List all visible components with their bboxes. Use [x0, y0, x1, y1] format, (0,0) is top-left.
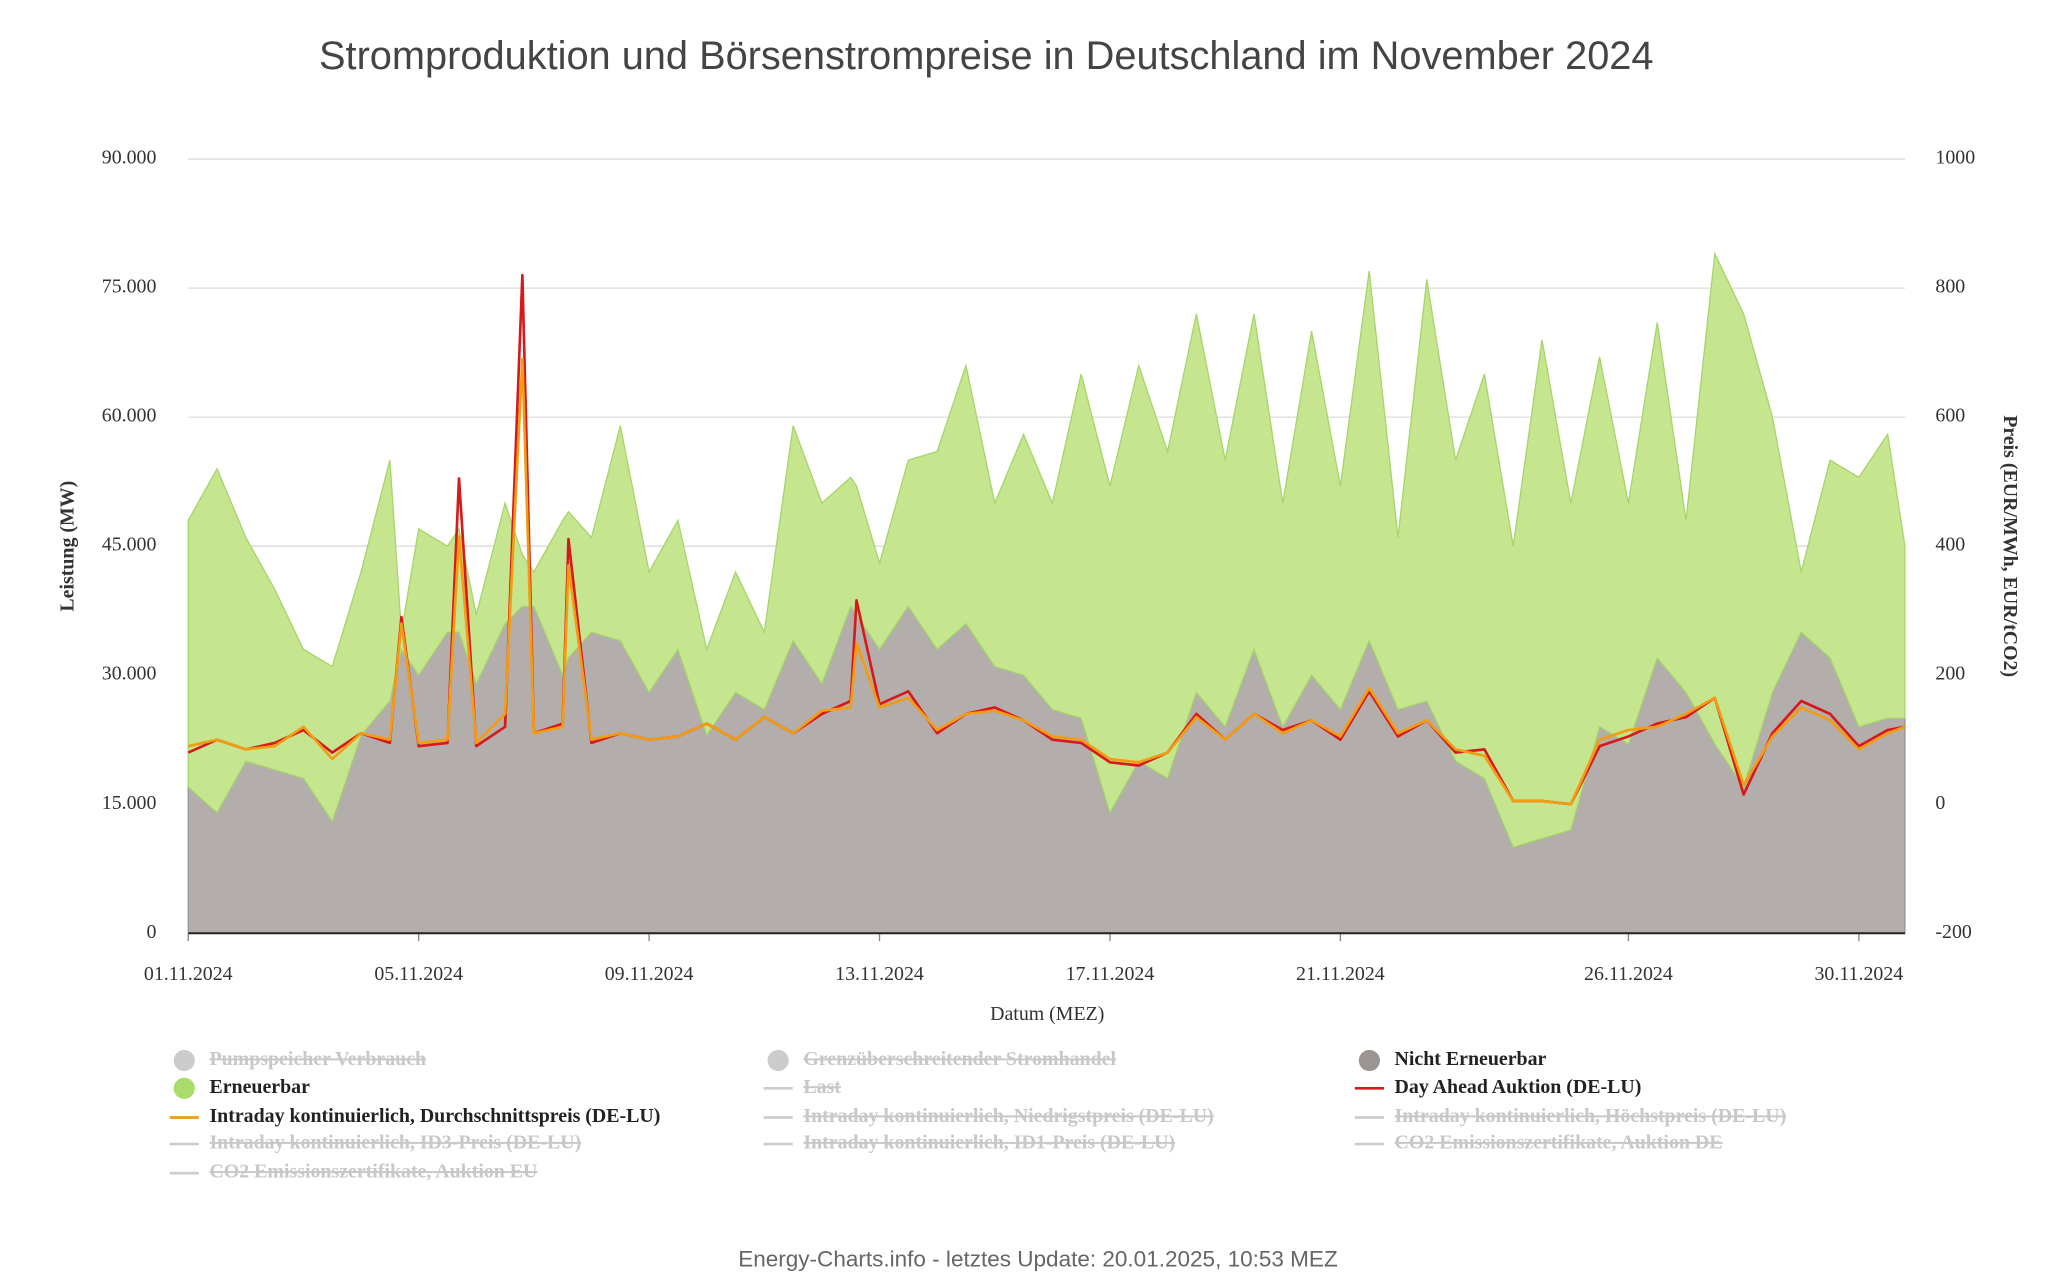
x-axis-title: Datum (MEZ)	[990, 1003, 1104, 1025]
legend-marker	[1358, 1049, 1380, 1072]
legend-marker	[767, 1049, 789, 1072]
legend-marker	[173, 1049, 195, 1072]
line	[187, 273, 1906, 806]
y2-tick-label: -200	[1935, 921, 1971, 943]
legend-label: CO2 Emissionszertifikate, Auktion DE	[1395, 1132, 1723, 1154]
footer: Energy-Charts.info - letztes Update: 20.…	[738, 1247, 1338, 1272]
y-tick-label: 15.000	[102, 792, 157, 814]
x-tick-label: 01.11.2024	[144, 963, 233, 985]
y2-tick-label: 800	[1935, 276, 1965, 298]
y-tick-label: 90.000	[102, 147, 157, 169]
legend-label: Day Ahead Auktion (DE-LU)	[1395, 1076, 1642, 1098]
x-tick-label: 13.11.2024	[835, 963, 924, 985]
y-tick-label: 75.000	[102, 276, 157, 298]
line	[187, 357, 1906, 806]
y2-tick-label: 1000	[1935, 147, 1975, 169]
legend-label: Grenzüberschreitender Stromhandel	[803, 1048, 1116, 1070]
legend-label: Intraday kontinuierlich, ID1-Preis (DE-L…	[803, 1132, 1175, 1154]
legend-label: Erneuerbar	[209, 1076, 310, 1098]
chart-title: Stromproduktion und Börsenstrompreise in…	[319, 34, 1654, 78]
x-tick-label: 09.11.2024	[605, 963, 694, 985]
y2-tick-label: 200	[1935, 663, 1965, 685]
legend-label: Intraday kontinuierlich, Durchschnittspr…	[209, 1105, 660, 1127]
y2-tick-label: 400	[1935, 534, 1965, 556]
legend-label: Intraday kontinuierlich, Höchstpreis (DE…	[1395, 1105, 1787, 1127]
y2-tick-label: 600	[1935, 405, 1965, 427]
y-tick-label: 30.000	[102, 663, 157, 685]
legend-label: CO2 Emissionszertifikate, Auktion EU	[209, 1161, 537, 1183]
legend-label: Pumpspeicher Verbrauch	[209, 1048, 426, 1070]
area	[187, 251, 1906, 849]
legend-label: Nicht Erneuerbar	[1395, 1048, 1547, 1070]
x-tick-label: 21.11.2024	[1296, 963, 1385, 985]
x-tick-label: 30.11.2024	[1814, 963, 1903, 985]
y2-tick-label: 0	[1935, 792, 1945, 814]
y-tick-label: 0	[146, 921, 156, 943]
legend-label: Last	[803, 1076, 841, 1098]
legend-label: Intraday kontinuierlich, ID3-Preis (DE-L…	[209, 1132, 581, 1154]
y-tick-label: 45.000	[102, 534, 157, 556]
y2-axis-title: Preis (EUR/MWh, EUR/tCO2)	[1999, 415, 2021, 677]
x-tick-label: 26.11.2024	[1584, 963, 1673, 985]
y-axis-title: Leistung (MW)	[57, 481, 79, 612]
x-tick-label: 17.11.2024	[1066, 963, 1155, 985]
y-tick-label: 60.000	[102, 405, 157, 427]
legend-label: Intraday kontinuierlich, Niedrigstpreis …	[803, 1105, 1213, 1127]
legend-marker	[173, 1077, 195, 1099]
x-tick-label: 05.11.2024	[374, 963, 463, 985]
